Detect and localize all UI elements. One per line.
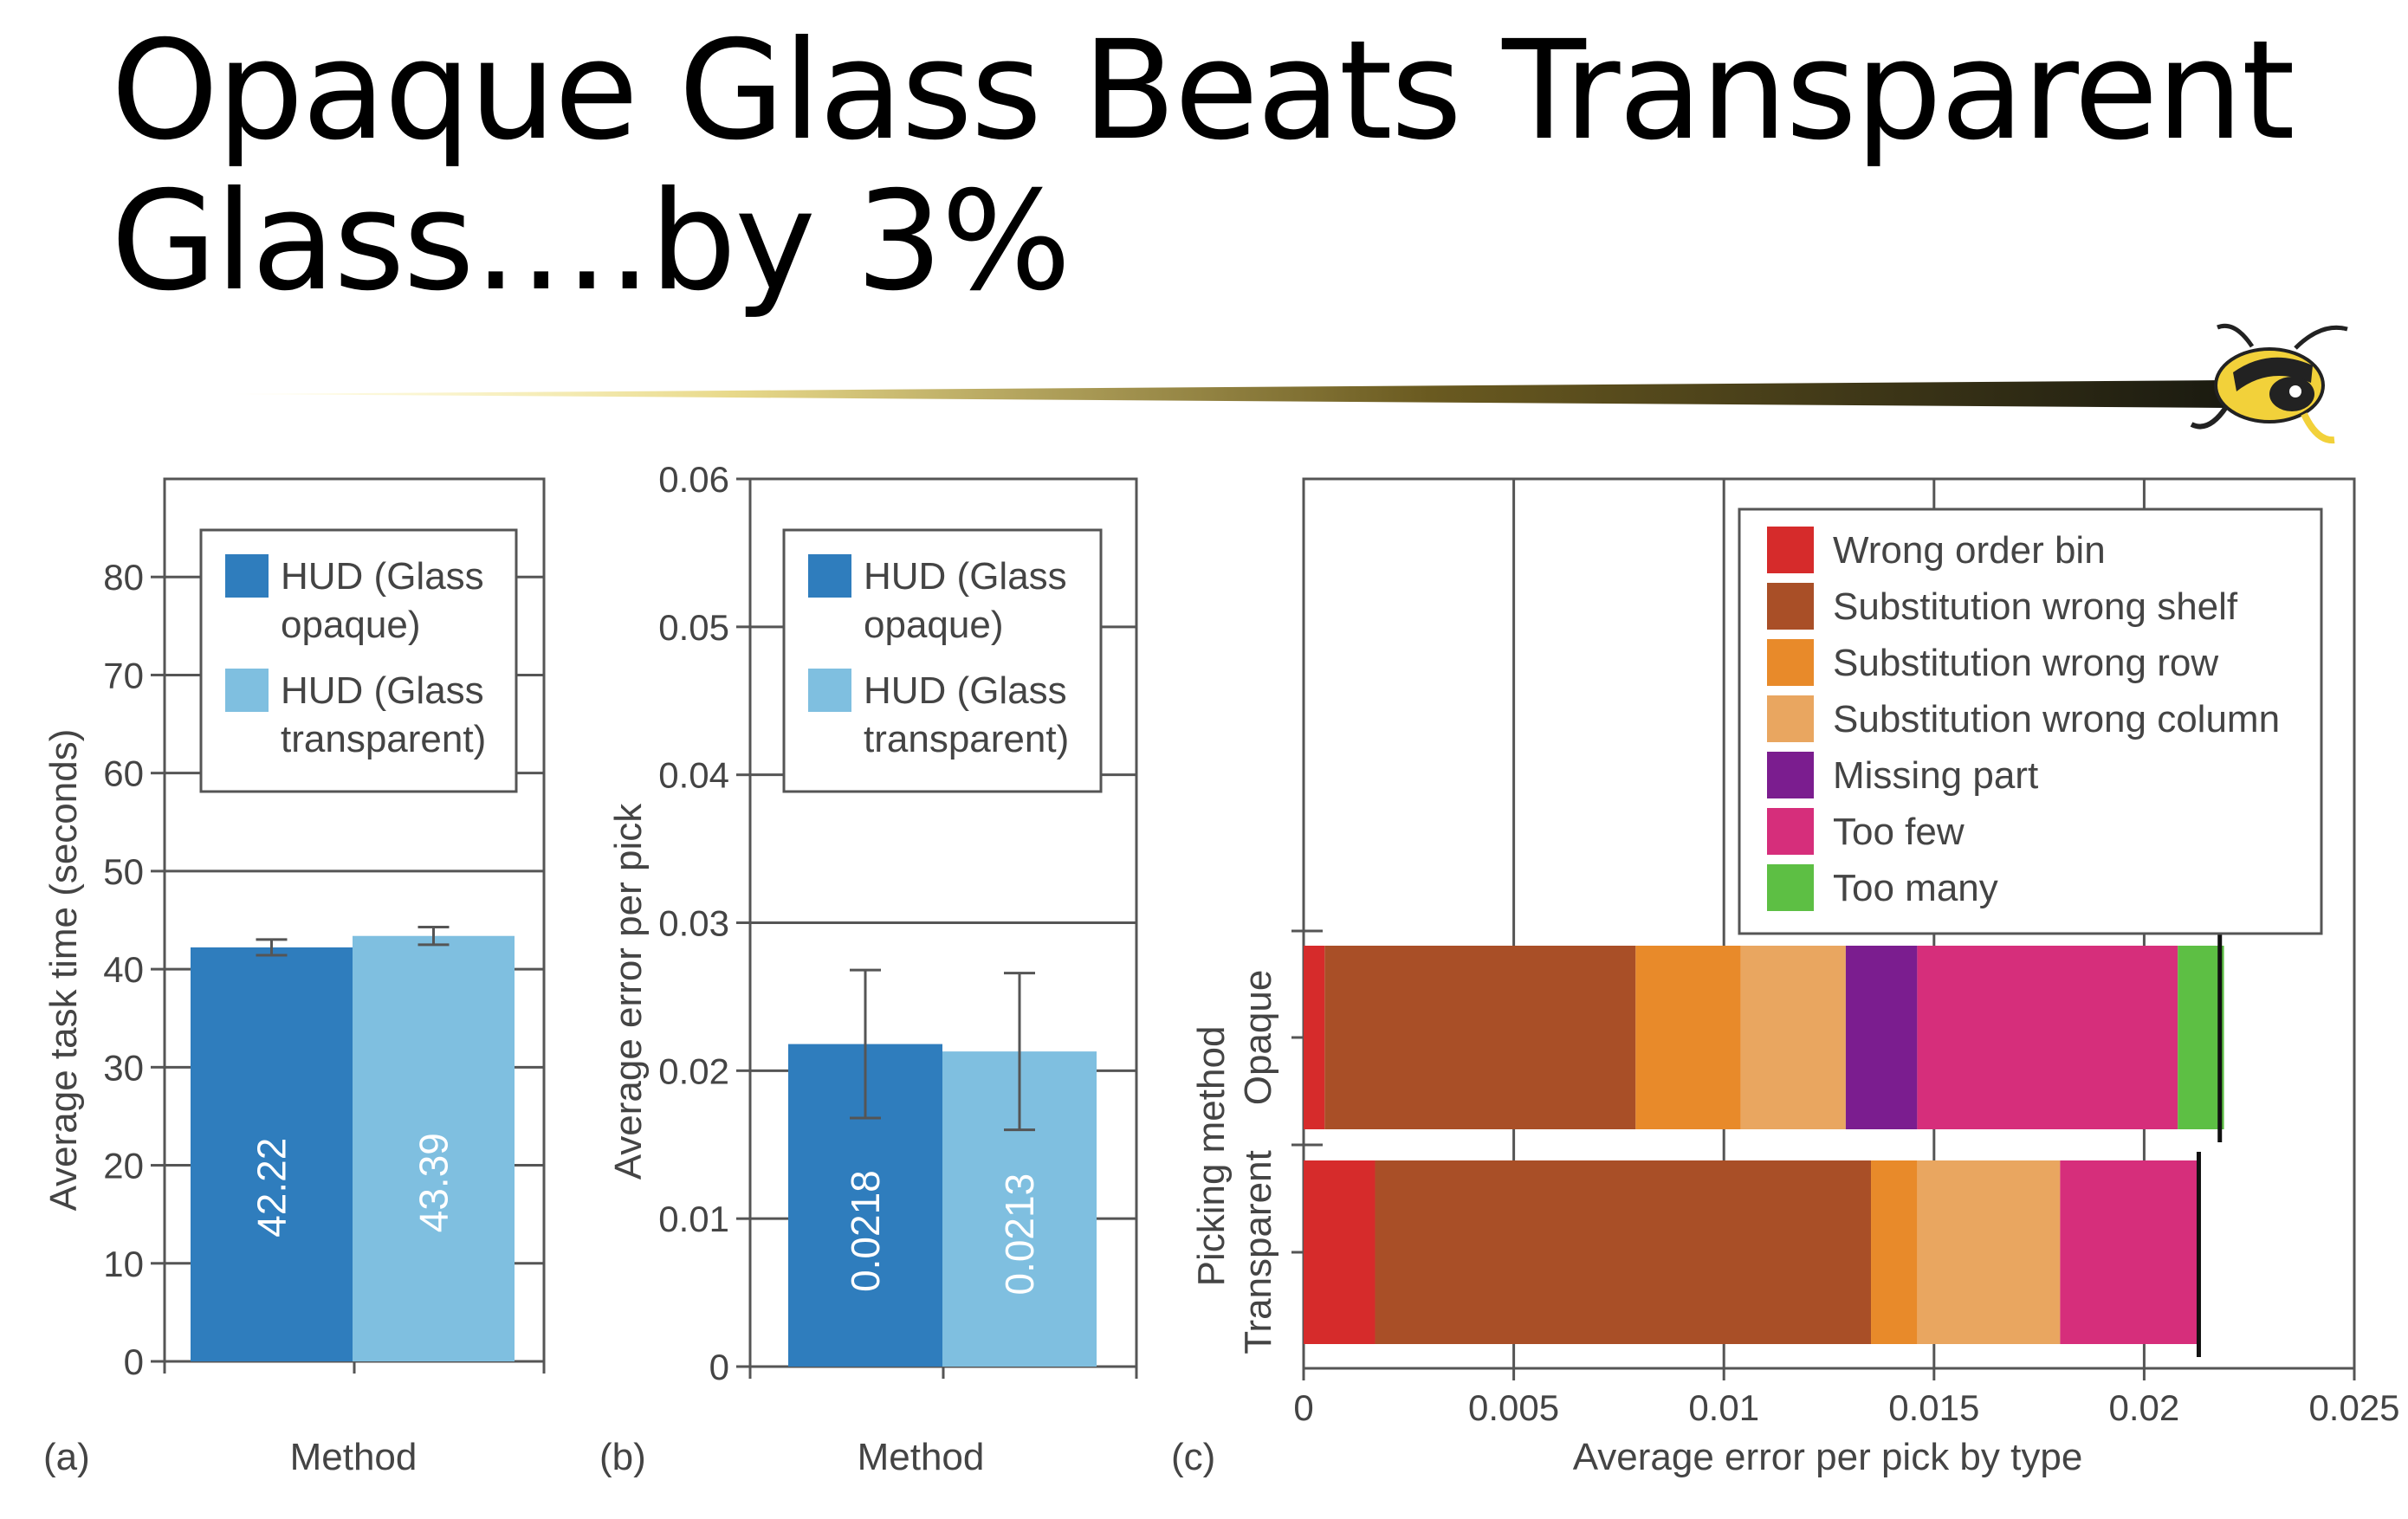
chart-c-bar-segment	[1304, 1160, 1376, 1344]
chart-b-legend-label: HUD (Glass	[864, 669, 1067, 712]
chart-c-xtick-label: 0	[1293, 1387, 1313, 1428]
chart-c-legend-swatch	[1767, 527, 1814, 573]
chart-a-legend-label: transparent)	[281, 718, 486, 760]
chart-c-legend-swatch	[1767, 639, 1814, 686]
chart-a-ytick-label: 70	[103, 655, 144, 695]
chart-a-legend-swatch	[225, 669, 269, 712]
chart-c-bar-segment	[1304, 946, 1325, 1129]
chart-c-xtick-label: 0.02	[2109, 1387, 2180, 1428]
slide-title-line-1: Opaque Glass Beats Transparent	[111, 11, 2295, 171]
chart-c-xtick-label: 0.01	[1688, 1387, 1759, 1428]
chart-c-bar-segment	[1917, 1160, 2061, 1344]
chart-a-ytick-label: 40	[103, 949, 144, 990]
chart-c-legend-label: Too few	[1833, 811, 1965, 853]
chart-c-bar-segment	[1917, 946, 2178, 1129]
chart-b-ytick-label: 0.05	[658, 607, 729, 648]
chart-b-legend-label: HUD (Glass	[864, 555, 1067, 598]
chart-b-ytick-label: 0.06	[658, 459, 729, 500]
chart-c-legend-swatch	[1767, 695, 1814, 742]
chart-b-ytick-label: 0.04	[658, 755, 729, 796]
chart-c-legend-label: Substitution wrong shelf	[1833, 585, 2238, 628]
chart-c-legend-label: Substitution wrong row	[1833, 642, 2218, 684]
chart-a-legend-label: HUD (Glass	[281, 669, 484, 712]
chart-a-ytick-label: 50	[103, 851, 144, 892]
chart-a-xlabel: Method	[290, 1436, 418, 1478]
chart-c-legend-swatch	[1767, 864, 1814, 911]
panel-b-label: (b)	[599, 1436, 646, 1478]
chart-b-legend-label: transparent)	[864, 718, 1069, 760]
chart-a-bar	[353, 935, 515, 1361]
slide-title: Opaque Glass Beats Transparent Glass….by…	[111, 11, 2295, 321]
chart-c-legend-label: Substitution wrong column	[1833, 698, 2280, 740]
chart-a-data-label: 42.22	[249, 1138, 295, 1238]
chart-a-ytick-label: 0	[124, 1341, 144, 1382]
chart-c-ylabel: Picking method	[1190, 1026, 1233, 1287]
chart-a-ytick-label: 20	[103, 1146, 144, 1186]
chart-a-legend-swatch	[225, 554, 269, 598]
chart-a-ytick-label: 60	[103, 753, 144, 794]
chart-c-legend-swatch	[1767, 583, 1814, 630]
chart-c-bar-segment	[1375, 1160, 1872, 1344]
chart-c-bar-segment	[2178, 946, 2224, 1129]
chart-c-xtick-label: 0.015	[1888, 1387, 1979, 1428]
chart-c-frame	[1302, 477, 2356, 1370]
chart-c-legend-box	[1738, 507, 2323, 935]
chart-a-legend-label: HUD (Glass	[281, 555, 484, 598]
slide-title-line-2: Glass….by 3%	[111, 162, 1071, 321]
chart-c-xtick-label: 0.025	[2308, 1387, 2399, 1428]
chart-b-legend-swatch	[808, 554, 851, 598]
chart-b-data-label: 0.0218	[843, 1170, 888, 1292]
chart-a-ytick-label: 30	[103, 1047, 144, 1088]
title-divider-bar	[234, 380, 2226, 408]
chart-c-xtick-label: 0.005	[1468, 1387, 1559, 1428]
chart-c-legend-label: Missing part	[1833, 754, 2038, 797]
chart-c-legend-swatch	[1767, 752, 1814, 798]
chart-c-xlabel: Average error per pick by type	[1573, 1436, 2083, 1478]
chart-c-bar-segment	[1324, 946, 1636, 1129]
chart-a-data-label: 43.39	[411, 1133, 456, 1232]
yellow-jacket-mascot-icon	[2190, 323, 2348, 444]
chart-a-ytick-label: 80	[103, 557, 144, 598]
chart-b-ylabel: Average error per pick	[607, 803, 650, 1180]
chart-a-legend-label: opaque)	[281, 604, 420, 646]
chart-c-bar-segment	[1845, 946, 1918, 1129]
chart-b-xlabel: Method	[858, 1436, 985, 1478]
chart-c-bar-segment	[1635, 946, 1741, 1129]
chart-c-legend-label: Too many	[1833, 867, 1998, 909]
chart-b-ytick-label: 0.03	[658, 903, 729, 944]
chart-c-category-label: Transparent	[1237, 1150, 1279, 1354]
chart-c-bar-segment	[2060, 1160, 2199, 1344]
chart-b-ytick-label: 0	[709, 1347, 729, 1387]
chart-c-bar-segment	[1871, 1160, 1918, 1344]
chart-b-data-label: 0.0213	[997, 1173, 1042, 1296]
panel-c-label: (c)	[1171, 1436, 1215, 1478]
chart-b-legend-swatch	[808, 669, 851, 712]
chart-b-ytick-label: 0.02	[658, 1050, 729, 1091]
chart-c-category-label: Opaque	[1237, 970, 1279, 1106]
chart-b-legend-label: opaque)	[864, 604, 1003, 646]
chart-a-bar	[191, 947, 353, 1361]
chart-c-legend-swatch	[1767, 808, 1814, 855]
chart-b-ytick-label: 0.01	[658, 1199, 729, 1239]
chart-c-bar-segment	[1740, 946, 1846, 1129]
chart-c-legend-label: Wrong order bin	[1833, 529, 2106, 572]
panel-a-label: (a)	[43, 1436, 90, 1478]
chart-a-ylabel: Average task time (seconds)	[42, 729, 85, 1212]
chart-a-ytick-label: 10	[103, 1244, 144, 1284]
